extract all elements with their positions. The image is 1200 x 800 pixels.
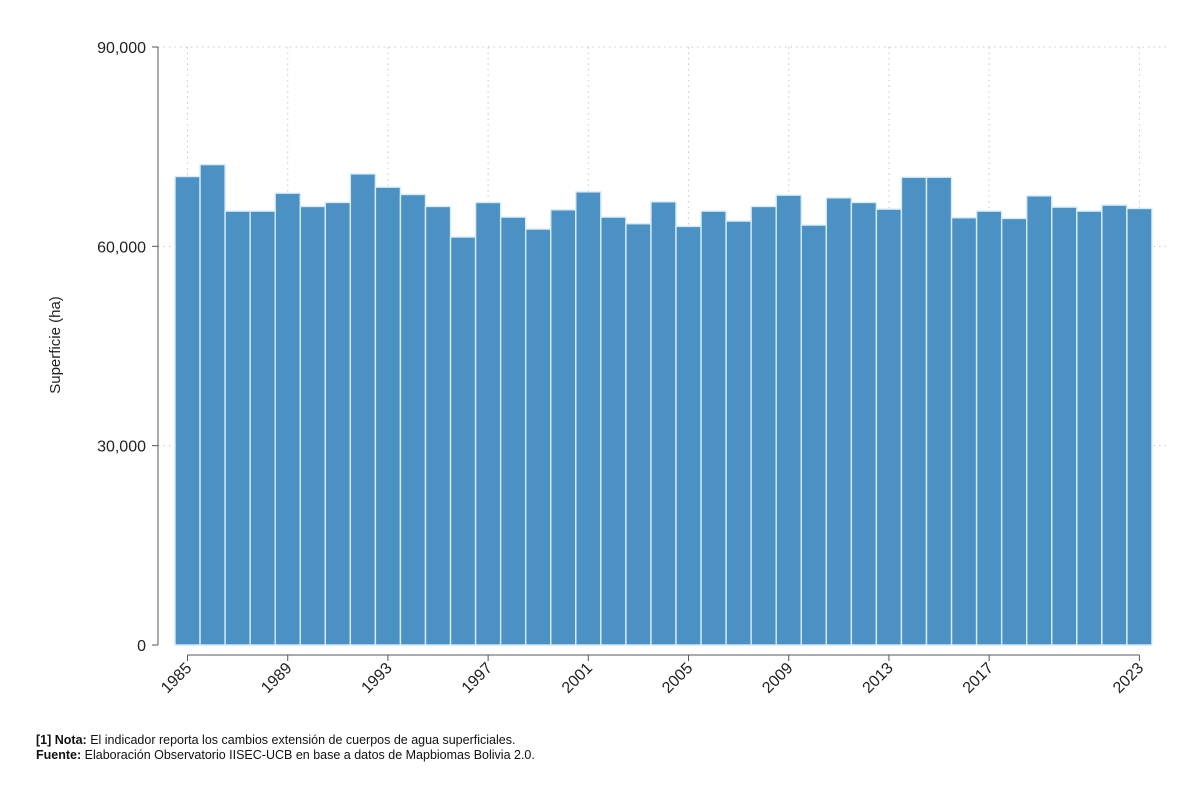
x-tick-label: 2001 (559, 660, 596, 697)
bar-2000 (550, 209, 577, 646)
bar-2016 (950, 217, 978, 646)
fuente-label: Fuente: (36, 748, 82, 762)
bar-1987 (224, 210, 251, 646)
bar-2011 (825, 197, 853, 646)
bar-2022 (1101, 204, 1128, 646)
x-tick-label: 1997 (459, 660, 496, 697)
bar-2018 (1000, 217, 1028, 646)
bar-2002 (600, 216, 627, 646)
bar-2010 (800, 224, 827, 646)
bar-2021 (1076, 210, 1103, 646)
notes: [1] Nota: El indicador reporta los cambi… (36, 733, 535, 763)
y-tick-label: 30,000 (97, 439, 146, 456)
x-tick-label: 1989 (258, 660, 295, 697)
y-tick-label: 60,000 (97, 239, 146, 256)
bar-2015 (925, 176, 953, 646)
bar-1994 (399, 193, 427, 646)
fuente-line: Fuente: Elaboración Observatorio IISEC-U… (36, 748, 535, 763)
x-tick-label: 2013 (860, 660, 897, 697)
bar-2001 (575, 191, 602, 646)
bar-1993 (374, 186, 402, 646)
nota-label: [1] Nota: (36, 733, 87, 747)
bar-2007 (725, 220, 752, 646)
bar-1992 (349, 173, 377, 646)
bar-1990 (299, 205, 326, 646)
bar-2005 (675, 225, 702, 646)
bar-1996 (449, 236, 477, 646)
x-tick-label: 1993 (359, 660, 396, 697)
bar-2004 (650, 201, 677, 646)
bar-chart: 0 30,000 60,000 90,000 1985 1989 1993 1997 2001 2… (47, 40, 1168, 697)
bar-1995 (424, 205, 452, 646)
x-tick-label: 2009 (759, 660, 796, 697)
bar-2020 (1051, 206, 1078, 646)
x-tick-label: 2023 (1110, 660, 1147, 697)
bar-1991 (324, 201, 352, 646)
bar-2019 (1025, 195, 1053, 646)
bar-2008 (750, 205, 777, 646)
x-tick-label: 2017 (960, 660, 997, 697)
fuente-text: Elaboración Observatorio IISEC-UCB en ba… (84, 748, 535, 762)
nota-text: El indicador reporta los cambios extensi… (90, 733, 516, 747)
bar-1999 (525, 228, 552, 646)
bar-1998 (499, 216, 527, 646)
bar-1988 (249, 210, 276, 646)
bar-2006 (700, 210, 727, 646)
bar-1986 (199, 163, 226, 646)
y-tick-label: 90,000 (97, 40, 146, 57)
bar-1997 (474, 201, 502, 646)
x-tick-label: 1985 (158, 660, 195, 697)
bar-2003 (625, 223, 652, 646)
x-tick-label: 2005 (659, 660, 696, 697)
bar-2023 (1126, 207, 1153, 646)
bar-2013 (875, 208, 903, 646)
bar-2017 (975, 210, 1003, 646)
bar-2012 (850, 201, 878, 646)
y-tick-label: 0 (137, 638, 146, 655)
bar-1989 (274, 192, 301, 646)
bar-2014 (900, 176, 928, 646)
bar-2009 (775, 194, 802, 646)
nota-line: [1] Nota: El indicador reporta los cambi… (36, 733, 535, 748)
y-axis-title: Superficie (ha) (47, 296, 64, 394)
bars (174, 163, 1153, 646)
bar-1985 (174, 175, 201, 646)
